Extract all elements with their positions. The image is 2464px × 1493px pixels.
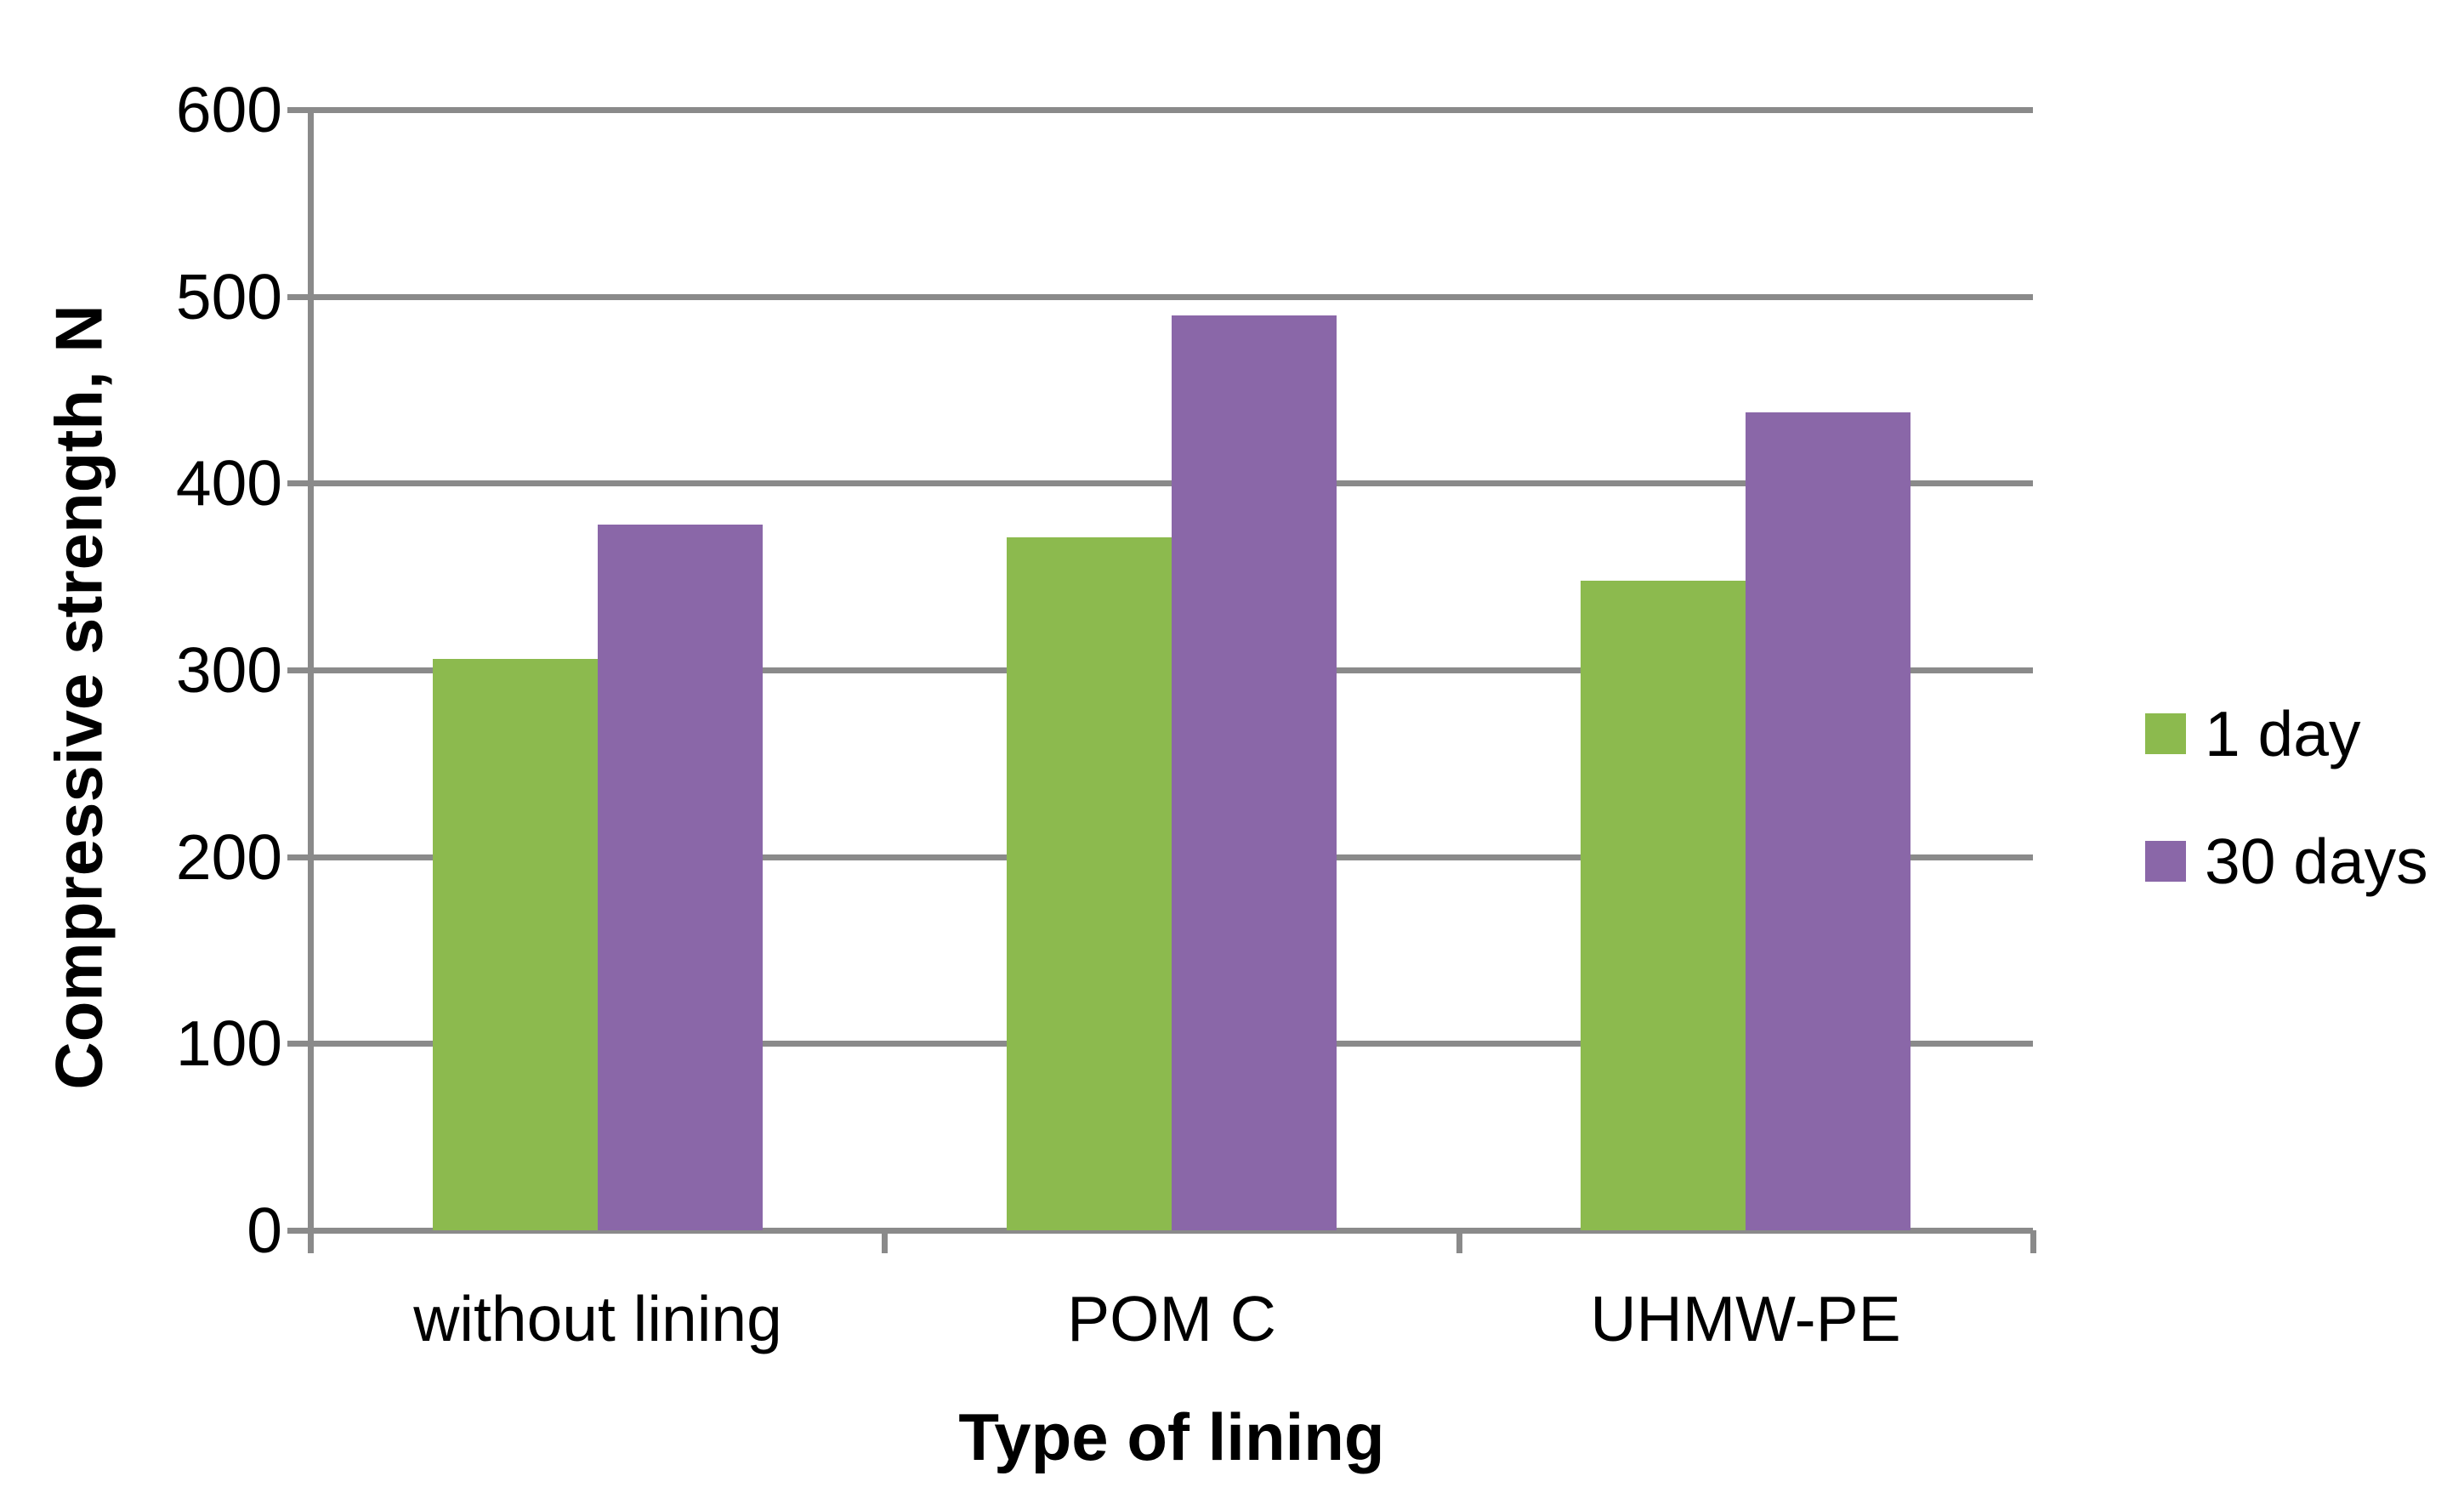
- y-axis-line: [308, 110, 314, 1253]
- x-category-label-without-lining: without lining: [413, 1283, 782, 1354]
- gridline-400: [287, 480, 2033, 486]
- x-category-label-pom-c: POM C: [1067, 1283, 1276, 1354]
- legend-label-1-day: 1 day: [2205, 698, 2361, 769]
- gridline-600: [287, 107, 2033, 113]
- gridline-0: [287, 1228, 2033, 1234]
- y-tick-label-400: 400: [175, 447, 282, 519]
- bar-30-days-pom-c: [1172, 315, 1337, 1230]
- x-axis-tick-2: [1456, 1230, 1462, 1253]
- x-axis-tick-1: [882, 1230, 888, 1253]
- x-category-label-uhmw-pe: UHMW-PE: [1590, 1283, 1901, 1354]
- y-tick-label-500: 500: [175, 261, 282, 332]
- legend-swatch-30-days: [2145, 841, 2186, 882]
- y-tick-label-300: 300: [175, 634, 282, 706]
- bar-1-day-without-lining: [433, 659, 598, 1230]
- legend-label-30-days: 30 days: [2205, 826, 2428, 897]
- gridline-500: [287, 294, 2033, 300]
- y-tick-label-600: 600: [175, 74, 282, 145]
- legend-swatch-1-day: [2145, 713, 2186, 754]
- bar-30-days-uhmw-pe: [1746, 412, 1910, 1230]
- x-axis-title: Type of lining: [958, 1399, 1385, 1474]
- bar-1-day-pom-c: [1007, 537, 1172, 1230]
- y-tick-label-100: 100: [175, 1008, 282, 1079]
- bar-1-day-uhmw-pe: [1581, 581, 1746, 1230]
- y-tick-label-200: 200: [175, 821, 282, 893]
- x-axis-tick-3: [2030, 1230, 2036, 1253]
- bar-30-days-without-lining: [598, 525, 763, 1230]
- y-tick-label-0: 0: [247, 1195, 282, 1266]
